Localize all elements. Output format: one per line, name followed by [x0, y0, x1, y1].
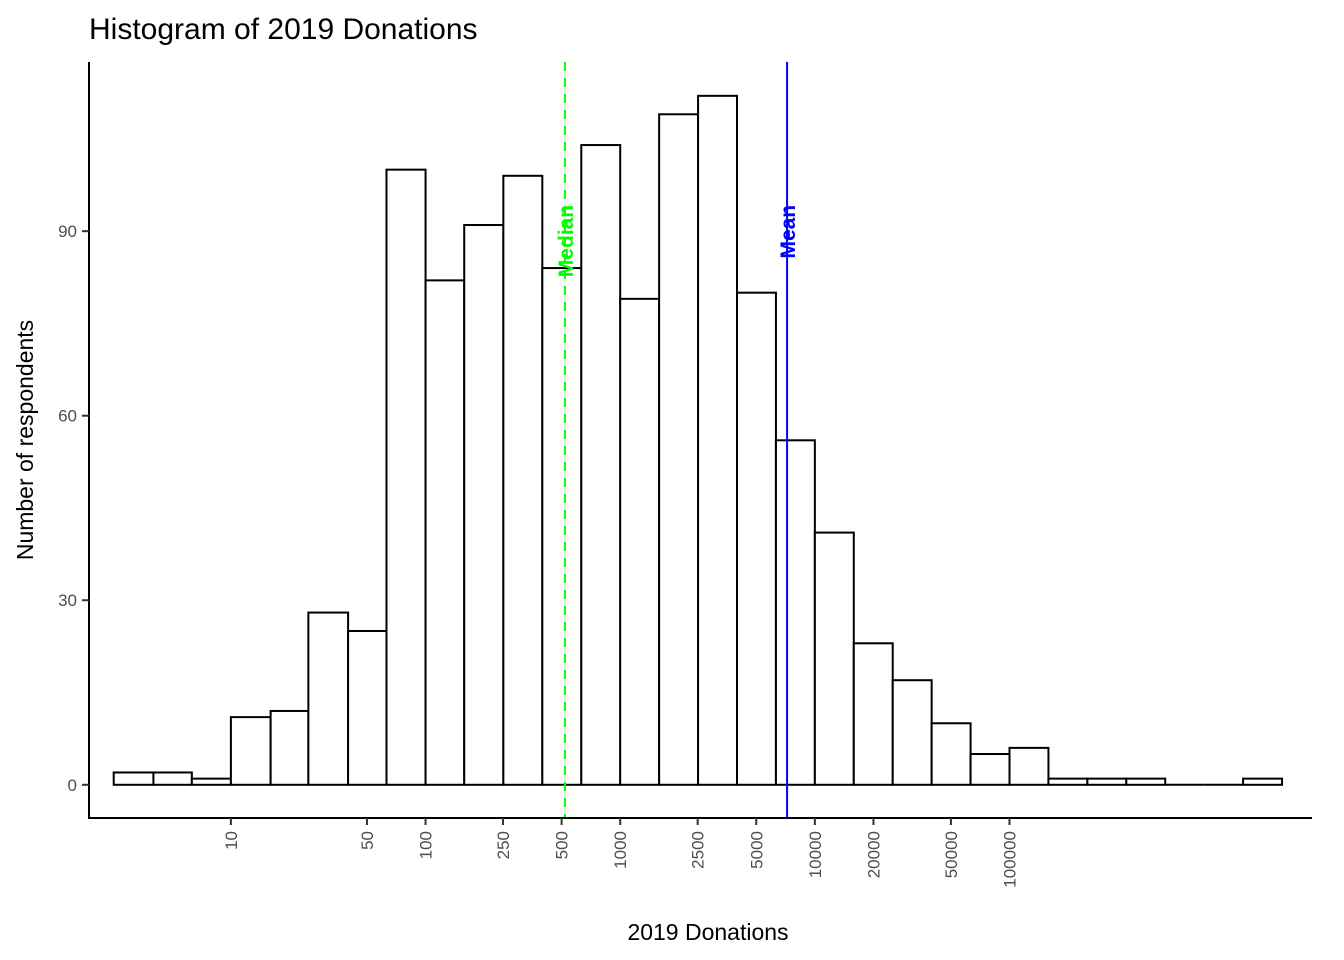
- histogram-bar-17: [774, 439, 816, 786]
- histogram-bar-1: [152, 771, 193, 786]
- histogram-bar-16: [735, 291, 777, 786]
- histogram-bar-5: [307, 611, 350, 786]
- histogram-bar-15: [697, 94, 738, 786]
- histogram-bar-20: [891, 679, 933, 786]
- histogram-bar-24: [1047, 777, 1089, 786]
- histogram-bars: [112, 94, 1284, 786]
- chart-title: Histogram of 2019 Donations: [89, 13, 478, 46]
- x-tick-label-50: 50: [358, 831, 377, 850]
- x-tick-label-500: 500: [553, 831, 572, 859]
- axes: 0 30 60 90 10 50 100 250 500 1000 2500 5000 10000 200…: [58, 62, 1312, 888]
- x-tick-label-250: 250: [494, 831, 513, 859]
- x-tick-label-2500: 2500: [689, 831, 708, 869]
- x-tick-label-100000: 100000: [1001, 831, 1020, 888]
- histogram-bar-13: [619, 297, 661, 786]
- histogram-bar-25: [1086, 777, 1128, 786]
- y-tick-label-90: 90: [58, 222, 77, 241]
- histogram-bar-8: [424, 279, 466, 786]
- median-label: Median: [555, 205, 578, 277]
- histogram-bar-12: [580, 144, 622, 786]
- y-tick-label-60: 60: [58, 407, 77, 426]
- histogram-bar-10: [502, 174, 544, 786]
- histogram-bar-2: [190, 777, 232, 786]
- histogram-bar-6: [347, 629, 388, 786]
- x-axis-title: 2019 Donations: [627, 919, 788, 945]
- histogram-bar-19: [852, 642, 894, 786]
- reference-lines: Median Mean: [555, 62, 800, 818]
- histogram-bar-22: [969, 753, 1011, 786]
- y-tick-label-0: 0: [68, 776, 77, 795]
- mean-label: Mean: [777, 205, 800, 259]
- x-tick-label-20000: 20000: [864, 831, 883, 878]
- y-tick-label-30: 30: [58, 591, 77, 610]
- x-tick-label-1000: 1000: [611, 831, 630, 869]
- histogram-bar-29: [1242, 777, 1284, 786]
- x-tick-label-5000: 5000: [747, 831, 766, 869]
- histogram-bar-18: [813, 531, 855, 786]
- y-axis-title: Number of respondents: [12, 320, 38, 560]
- histogram-bar-7: [385, 168, 427, 786]
- histogram-bar-4: [269, 709, 310, 786]
- x-tick-label-100: 100: [417, 831, 436, 859]
- histogram-bar-21: [930, 722, 972, 786]
- histogram-bar-9: [463, 224, 505, 786]
- histogram-bar-11: [541, 267, 583, 786]
- x-tick-label-10: 10: [222, 831, 241, 850]
- histogram-bar-26: [1125, 777, 1167, 786]
- histogram-bar-14: [658, 113, 700, 786]
- x-tick-label-50000: 50000: [942, 831, 961, 878]
- x-tick-label-10000: 10000: [806, 831, 825, 878]
- histogram-bar-3: [229, 716, 272, 786]
- histogram-bar-0: [112, 771, 155, 786]
- histogram-bar-23: [1008, 746, 1050, 786]
